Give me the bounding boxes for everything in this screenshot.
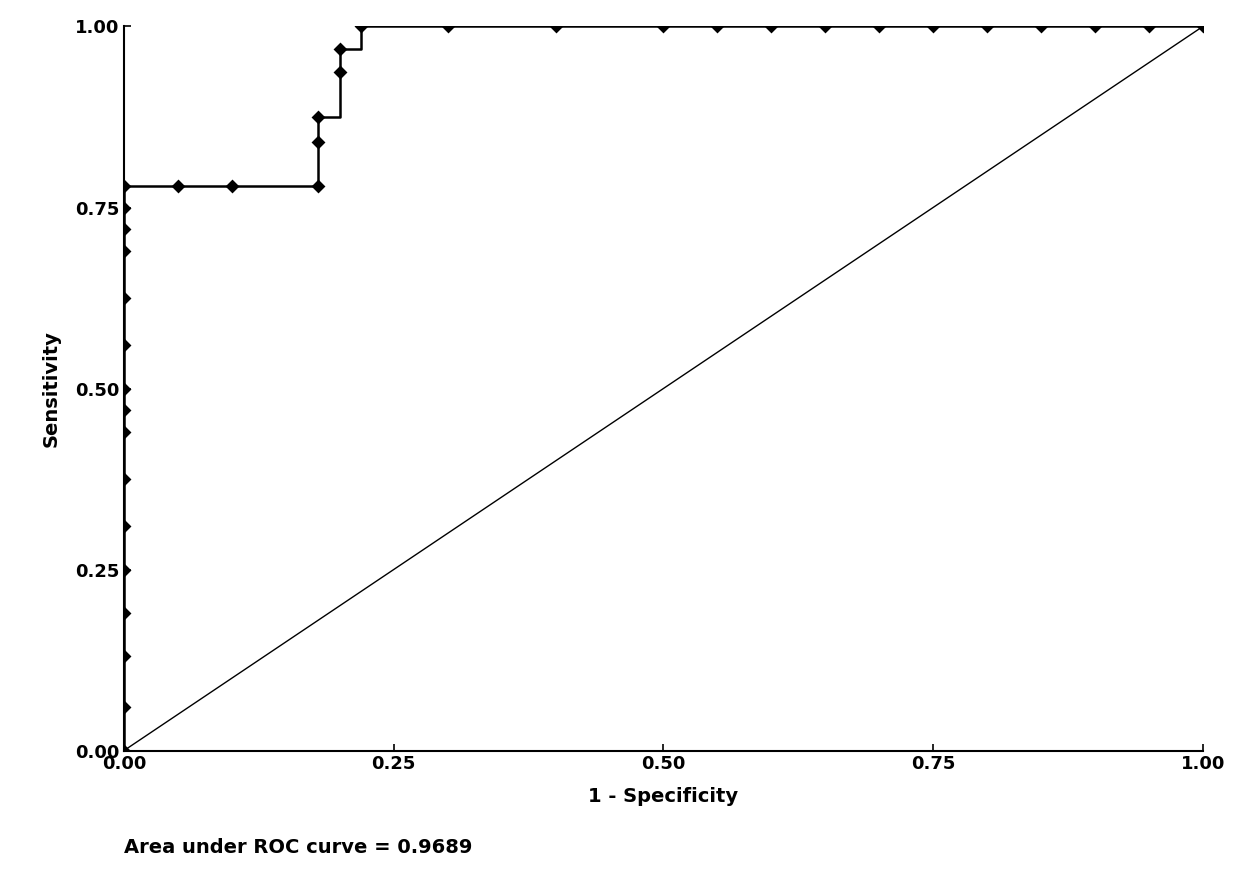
Point	[114, 178, 134, 192]
Point	[114, 404, 134, 418]
Point	[923, 19, 942, 34]
Point	[1085, 19, 1105, 34]
Point	[222, 178, 242, 192]
Point	[114, 223, 134, 237]
Point	[869, 19, 889, 34]
Point	[309, 178, 329, 192]
Point	[653, 19, 673, 34]
Point	[114, 381, 134, 396]
Point	[114, 606, 134, 620]
Point	[1138, 19, 1158, 34]
Point	[114, 200, 134, 215]
Point	[114, 425, 134, 439]
Point	[1032, 19, 1052, 34]
Point	[114, 743, 134, 758]
Point	[816, 19, 836, 34]
Point	[309, 109, 329, 124]
Point	[114, 562, 134, 577]
Point	[114, 338, 134, 352]
Text: Area under ROC curve = 0.9689: Area under ROC curve = 0.9689	[124, 837, 472, 857]
X-axis label: 1 - Specificity: 1 - Specificity	[588, 788, 739, 806]
Point	[309, 135, 329, 149]
Point	[546, 19, 565, 34]
Point	[438, 19, 458, 34]
Point	[707, 19, 727, 34]
Point	[114, 472, 134, 486]
Point	[330, 42, 350, 57]
Point	[114, 291, 134, 306]
Y-axis label: Sensitivity: Sensitivity	[42, 330, 61, 447]
Point	[977, 19, 997, 34]
Point	[114, 649, 134, 663]
Point	[351, 19, 371, 34]
Point	[761, 19, 781, 34]
Point	[1193, 19, 1213, 34]
Point	[114, 244, 134, 258]
Point	[114, 700, 134, 714]
Point	[114, 519, 134, 533]
Point	[330, 64, 350, 79]
Point	[167, 178, 188, 192]
